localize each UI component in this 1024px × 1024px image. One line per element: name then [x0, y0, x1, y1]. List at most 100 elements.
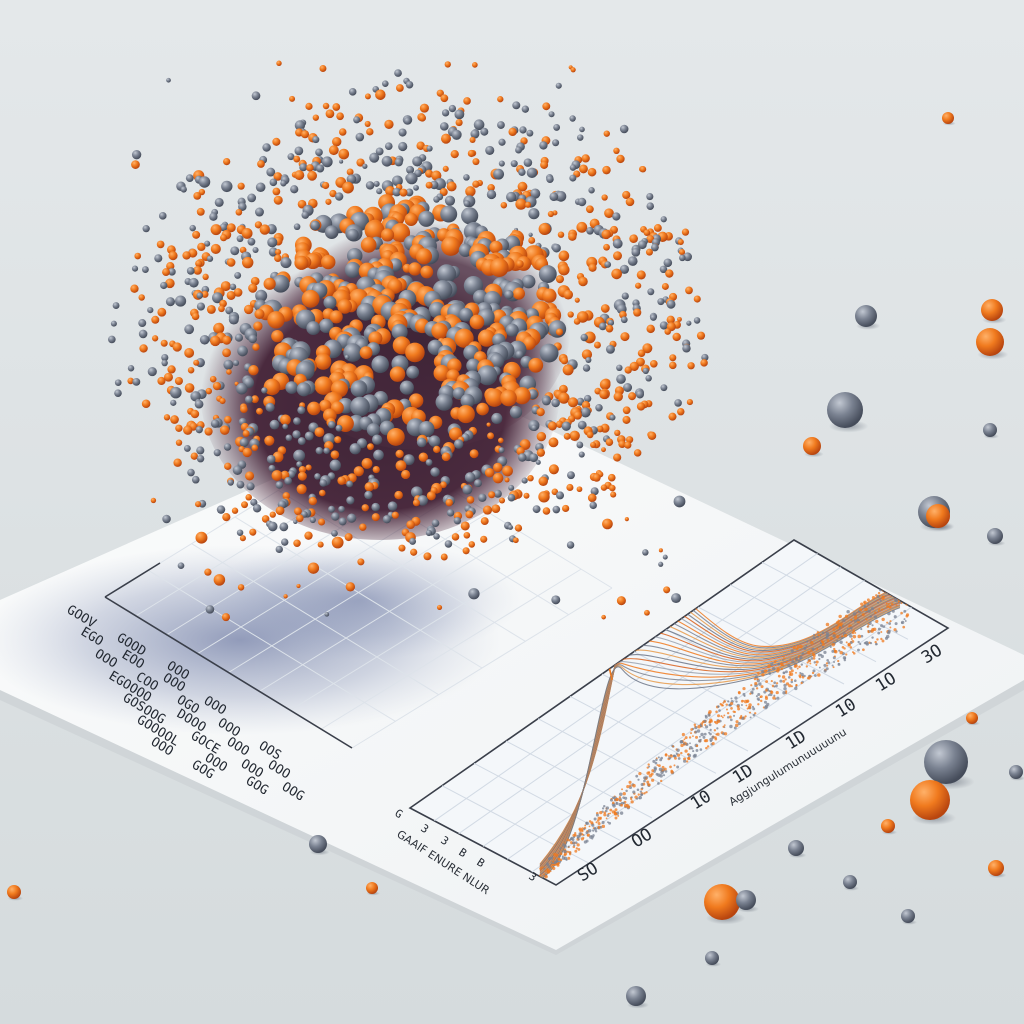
particle [301, 130, 310, 139]
particle [322, 102, 330, 110]
chart-point [823, 650, 827, 655]
particle [493, 489, 502, 498]
particle [418, 114, 427, 122]
particle [621, 292, 629, 300]
particle [686, 320, 692, 326]
particle [372, 465, 380, 474]
particle [405, 80, 414, 89]
particle [514, 524, 523, 532]
chart-point [611, 801, 615, 805]
chart-point [770, 680, 773, 683]
particle [198, 176, 211, 188]
particle [244, 395, 253, 404]
chart-point [812, 656, 816, 660]
chart-point [840, 635, 844, 638]
chart-point [685, 760, 689, 763]
particle [168, 268, 176, 276]
chart-point [729, 724, 733, 729]
chart-point [689, 732, 693, 735]
chart-point [591, 837, 594, 840]
chart-point [623, 803, 628, 808]
particle [468, 541, 476, 548]
particle [418, 210, 435, 227]
particle [642, 367, 649, 375]
chart-point [813, 674, 817, 677]
chart-point [831, 649, 835, 653]
chart-point [787, 676, 791, 679]
chart-point [552, 866, 556, 871]
chart-point [852, 634, 857, 639]
particle [329, 459, 341, 471]
particle [232, 359, 240, 367]
particle [595, 404, 603, 412]
chart-point [553, 852, 557, 856]
chart-point [543, 867, 546, 870]
chart-point [810, 656, 814, 660]
chart-point [772, 696, 776, 700]
particle [616, 596, 626, 606]
particle [441, 109, 450, 117]
chart-point [661, 765, 665, 769]
chart-point [687, 756, 690, 760]
chart-point [818, 657, 821, 661]
chart-point [825, 662, 829, 665]
particle [315, 447, 323, 455]
particle [267, 521, 278, 532]
chart-point [586, 834, 589, 837]
chart-point [638, 797, 641, 800]
chart-point [566, 850, 569, 853]
particle [296, 484, 307, 495]
particle [297, 199, 307, 209]
particle [280, 257, 292, 269]
particle [604, 261, 612, 268]
particle [224, 462, 232, 470]
chart-point [659, 774, 663, 778]
particle [158, 212, 167, 220]
particle [405, 342, 425, 363]
particle [360, 237, 377, 253]
chart-point [782, 691, 786, 695]
chart-point [637, 778, 640, 781]
chart-point [815, 660, 819, 664]
particle [375, 147, 384, 156]
particle [600, 304, 610, 313]
particle [233, 288, 243, 297]
particle [361, 504, 369, 512]
particle [365, 181, 375, 190]
chart-point [788, 673, 792, 676]
particle [538, 222, 551, 236]
chart-point [717, 705, 720, 708]
chart-point [852, 651, 854, 654]
particle [323, 295, 337, 309]
particle [334, 192, 344, 201]
particle [296, 514, 304, 523]
chart-point [776, 696, 780, 700]
chart-point [684, 736, 688, 740]
chart-point [867, 603, 870, 606]
chart-point [609, 798, 614, 802]
chart-point [821, 645, 825, 649]
chart-point [891, 609, 895, 613]
chart-point [599, 825, 603, 829]
chart-point [863, 641, 867, 645]
chart-point [791, 660, 795, 664]
particle [184, 324, 195, 335]
chart-point [699, 735, 701, 738]
chart-point [790, 680, 794, 684]
chart-point [799, 655, 803, 660]
particle [346, 174, 357, 185]
particle [669, 354, 677, 362]
particle [394, 69, 402, 77]
particle [332, 137, 342, 147]
table-spheres [7, 112, 1024, 1009]
particle [245, 493, 252, 501]
particle [428, 435, 441, 447]
particle [331, 529, 338, 537]
particle [296, 583, 301, 589]
chart-point [567, 856, 571, 860]
chart-point [767, 669, 771, 672]
chart-point [699, 738, 702, 741]
particle [607, 473, 616, 482]
particle [578, 451, 585, 458]
particle [624, 441, 632, 449]
